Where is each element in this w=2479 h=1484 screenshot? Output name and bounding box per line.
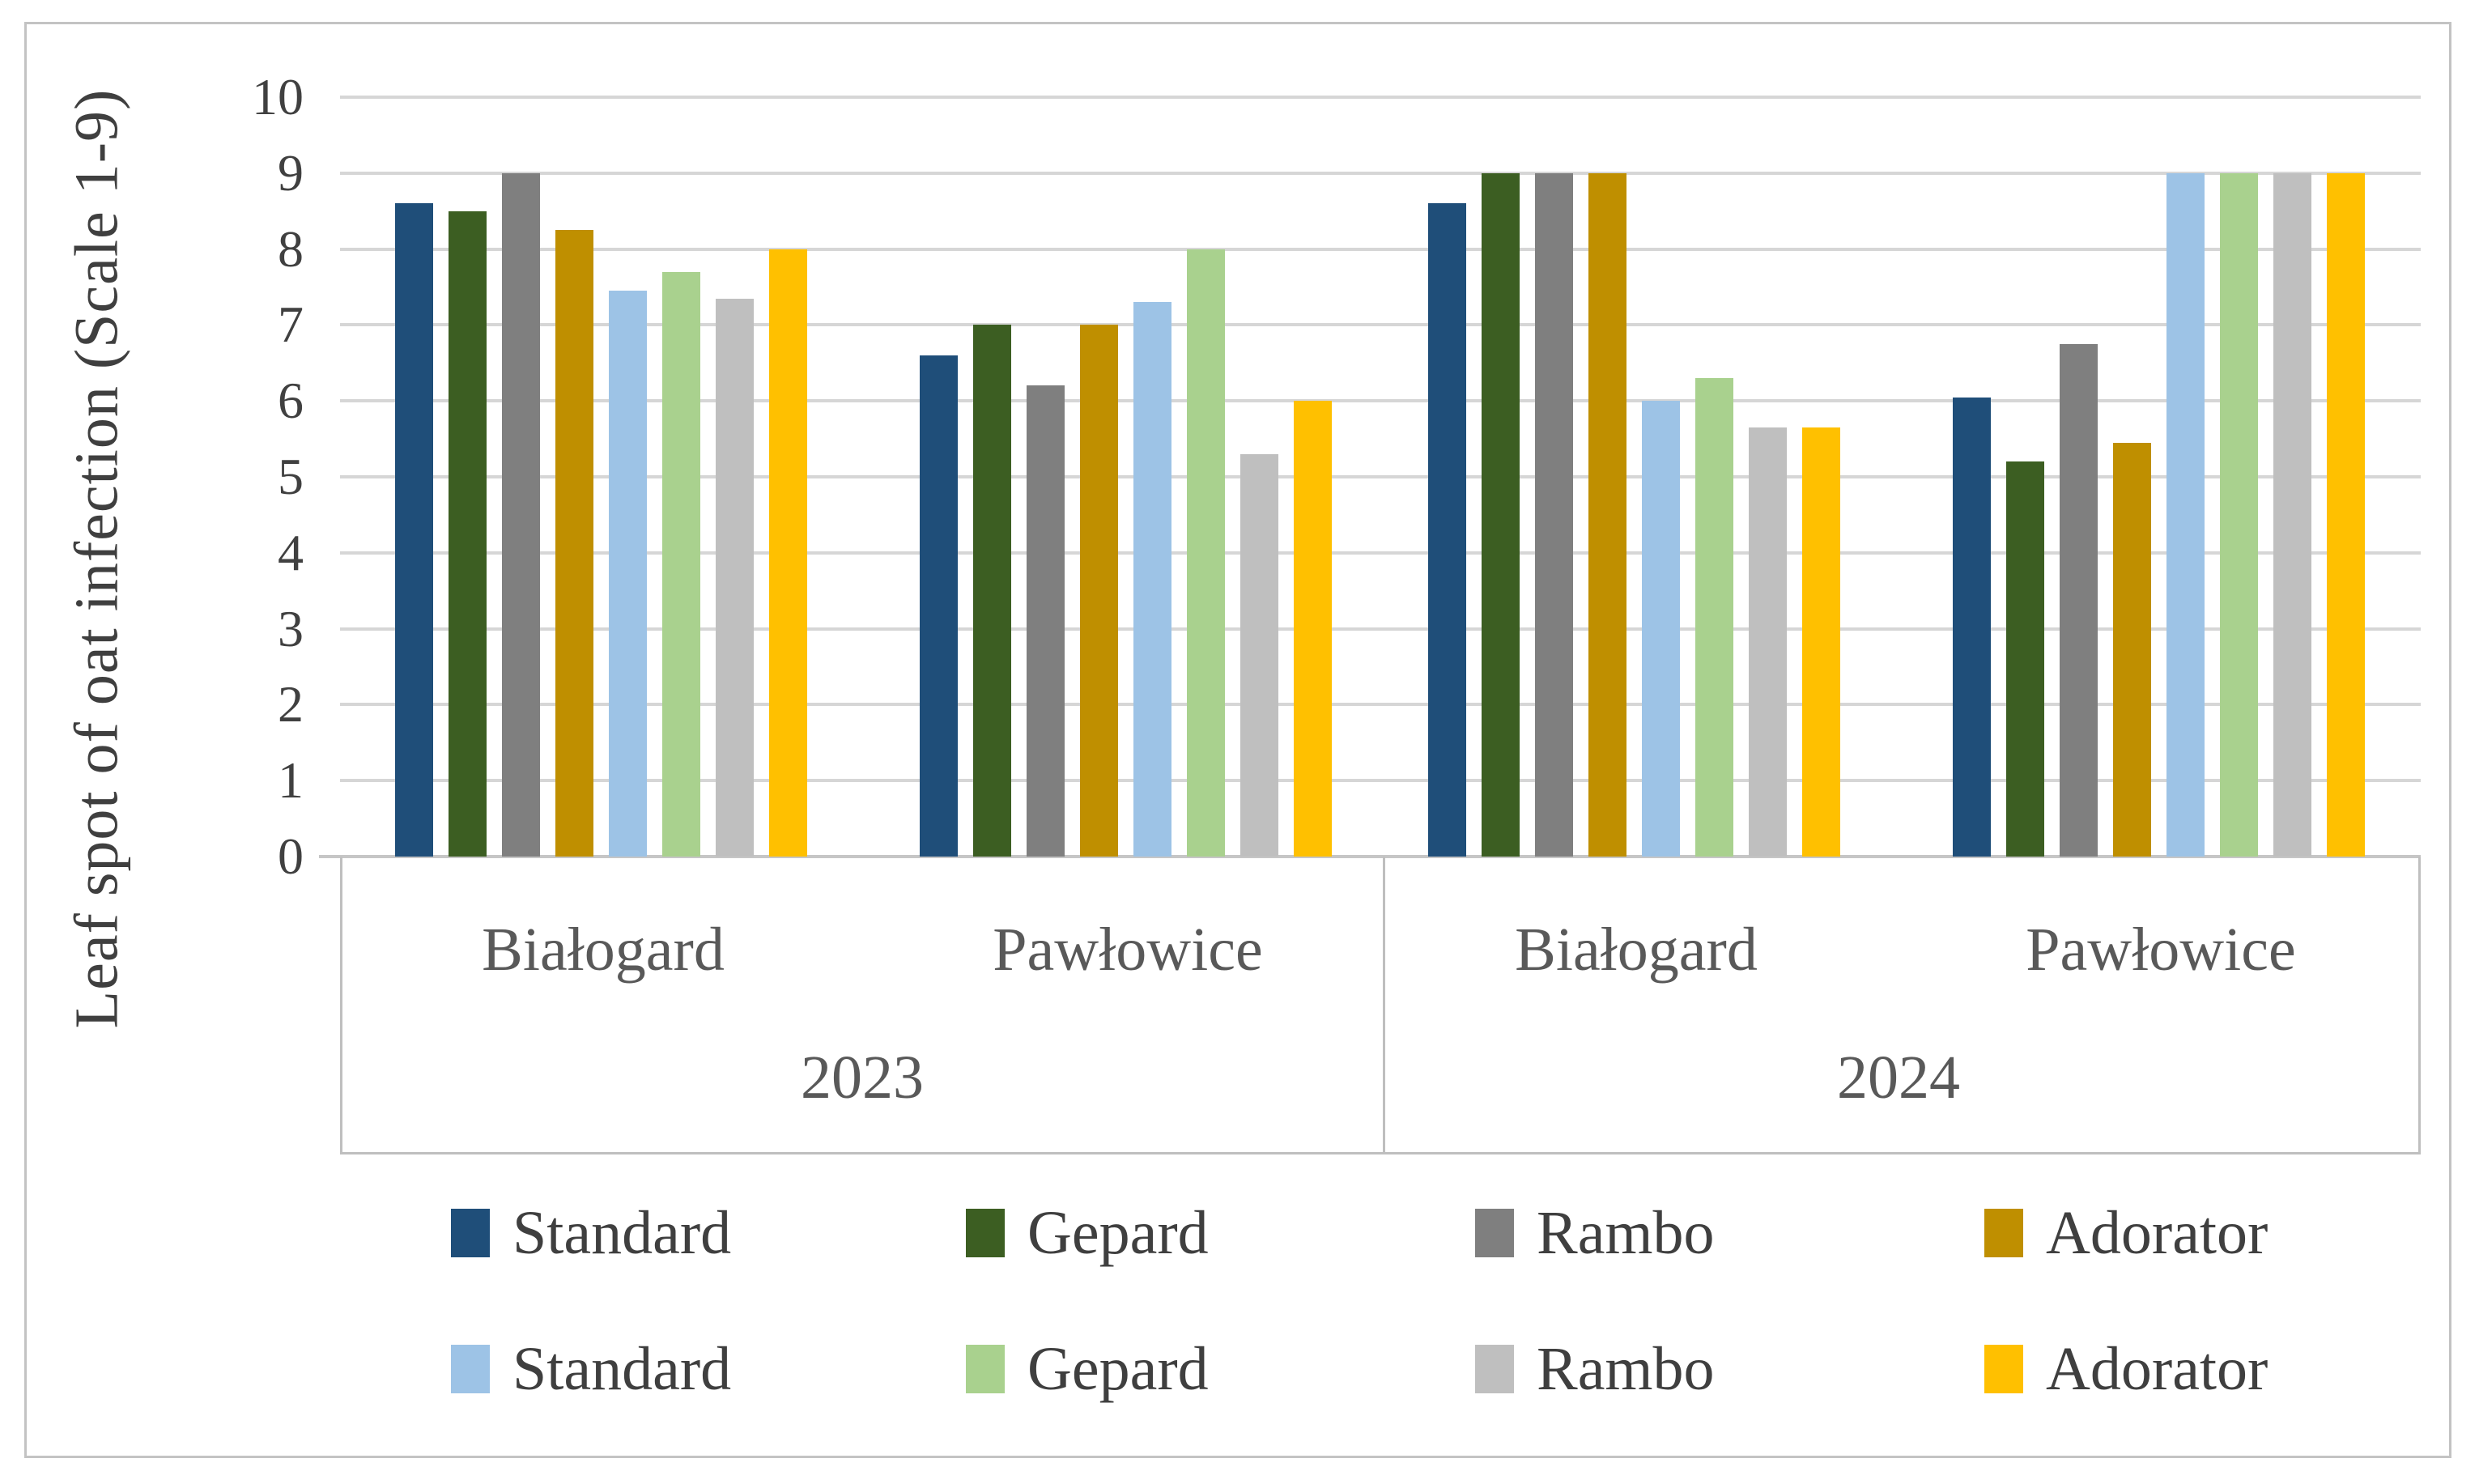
legend-label: Standard <box>512 1334 732 1403</box>
bar-rambo-s6-g2 <box>1749 427 1787 857</box>
bar-gepard-s5-g3 <box>2220 172 2258 857</box>
gridline-y-1 <box>340 779 2421 783</box>
bar-adorator-s3-g3 <box>2113 442 2151 857</box>
bar-standard-s0-g0 <box>395 203 433 857</box>
bar-group-2 <box>1428 97 1840 857</box>
year-label-2024: 2024 <box>1837 1044 1960 1112</box>
category-label-pawlowice-2024: Pawłowice <box>2026 916 2296 984</box>
bar-gepard-s5-g1 <box>1187 249 1225 857</box>
legend-swatch-icon <box>1984 1345 2023 1393</box>
bar-adorator-s7-g2 <box>1802 427 1840 857</box>
bar-standard-s4-g2 <box>1642 401 1680 857</box>
bar-gepard-s5-g0 <box>662 271 700 857</box>
legend-label: Standard <box>512 1198 732 1267</box>
gridline-y-4 <box>340 551 2421 555</box>
bar-group-0 <box>395 97 807 857</box>
y-tick-label-4: 4 <box>278 523 304 581</box>
bar-adorator-s7-g1 <box>1294 401 1332 857</box>
legend-item-gepard-1: Gepard <box>966 1333 1209 1405</box>
bar-gepard-s5-g2 <box>1695 378 1733 857</box>
gridline-y-9 <box>340 171 2421 175</box>
y-tick-label-7: 7 <box>278 296 304 354</box>
bar-adorator-s3-g2 <box>1588 172 1626 857</box>
gridline-y-0 <box>319 855 2421 858</box>
legend-label: Rambo <box>1537 1334 1715 1403</box>
legend-swatch-icon <box>966 1345 1005 1393</box>
plot-area <box>319 96 2421 858</box>
legend-item-rambo-0: Rambo <box>1475 1197 1715 1269</box>
bar-group-1 <box>920 97 1332 857</box>
legend-item-gepard-0: Gepard <box>966 1197 1209 1269</box>
bar-adorator-s7-g0 <box>769 249 807 857</box>
legend-swatch-icon <box>1984 1209 2023 1257</box>
category-label-bialogard-2024: Białogard <box>1515 916 1758 984</box>
legend-swatch-icon <box>1475 1345 1514 1393</box>
gridline-y-6 <box>340 399 2421 403</box>
y-tick-label-0: 0 <box>278 827 304 885</box>
year-label-2023: 2023 <box>801 1044 924 1112</box>
gridline-y-3 <box>340 627 2421 631</box>
y-tick-label-5: 5 <box>278 448 304 505</box>
gridline-y-7 <box>340 323 2421 327</box>
bar-standard-s4-g0 <box>609 291 647 857</box>
bar-standard-s0-g1 <box>920 355 958 857</box>
y-tick-label-3: 3 <box>278 599 304 657</box>
category-label-bialogard-2023: Białogard <box>482 916 725 984</box>
bar-standard-s0-g2 <box>1428 203 1466 857</box>
legend-swatch-icon <box>966 1209 1005 1257</box>
bar-adorator-s3-g1 <box>1080 325 1118 857</box>
bar-gepard-s1-g1 <box>973 325 1011 857</box>
legend-label: Gepard <box>1027 1334 1209 1403</box>
gridline-y-2 <box>340 703 2421 707</box>
legend-label: Rambo <box>1537 1198 1715 1267</box>
bar-rambo-s2-g1 <box>1027 385 1065 857</box>
y-tick-label-2: 2 <box>278 675 304 733</box>
gridline-y-8 <box>340 247 2421 251</box>
category-label-pawlowice-2023: Pawłowice <box>993 916 1263 984</box>
legend-label: Adorator <box>2046 1198 2269 1267</box>
legend-item-adorator-0: Adorator <box>1984 1197 2268 1269</box>
y-tick-label-9: 9 <box>278 143 304 202</box>
bar-rambo-s6-g0 <box>716 298 754 857</box>
bar-group-3 <box>1953 97 2365 857</box>
legend-item-adorator-1: Adorator <box>1984 1333 2268 1405</box>
y-tick-label-8: 8 <box>278 219 304 278</box>
bar-gepard-s1-g2 <box>1482 172 1520 857</box>
bar-adorator-s7-g3 <box>2327 172 2365 857</box>
bar-gepard-s1-g0 <box>449 210 487 857</box>
bar-rambo-s2-g3 <box>2060 343 2098 857</box>
legend-label: Gepard <box>1027 1198 1209 1267</box>
legend-swatch-icon <box>1475 1209 1514 1257</box>
category-axis-box: Białogard Pawłowice Białogard Pawłowice … <box>340 857 2421 1154</box>
year-separator-line <box>1383 857 1385 1152</box>
bar-rambo-s2-g0 <box>502 172 540 857</box>
y-axis-tick-labels: 0 1 2 3 4 5 6 7 8 9 10 <box>121 0 304 1484</box>
legend-swatch-icon <box>451 1209 490 1257</box>
bar-gepard-s1-g3 <box>2006 461 2044 857</box>
bar-rambo-s6-g1 <box>1240 453 1278 857</box>
legend-label: Adorator <box>2046 1334 2269 1403</box>
y-tick-label-10: 10 <box>252 68 304 125</box>
bar-standard-s4-g1 <box>1133 302 1171 857</box>
bar-adorator-s3-g0 <box>555 230 593 857</box>
y-tick-label-1: 1 <box>278 751 304 810</box>
bar-rambo-s2-g2 <box>1535 172 1573 857</box>
legend-item-standard-0: Standard <box>451 1197 731 1269</box>
y-tick-label-6: 6 <box>278 372 304 430</box>
gridline-y-5 <box>340 475 2421 478</box>
bar-standard-s4-g3 <box>2166 172 2205 857</box>
gridline-y-10 <box>340 96 2421 99</box>
bar-standard-s0-g3 <box>1953 397 1991 857</box>
legend-item-rambo-1: Rambo <box>1475 1333 1715 1405</box>
legend-swatch-icon <box>451 1345 490 1393</box>
bar-rambo-s6-g3 <box>2273 172 2311 857</box>
legend-item-standard-1: Standard <box>451 1333 731 1405</box>
